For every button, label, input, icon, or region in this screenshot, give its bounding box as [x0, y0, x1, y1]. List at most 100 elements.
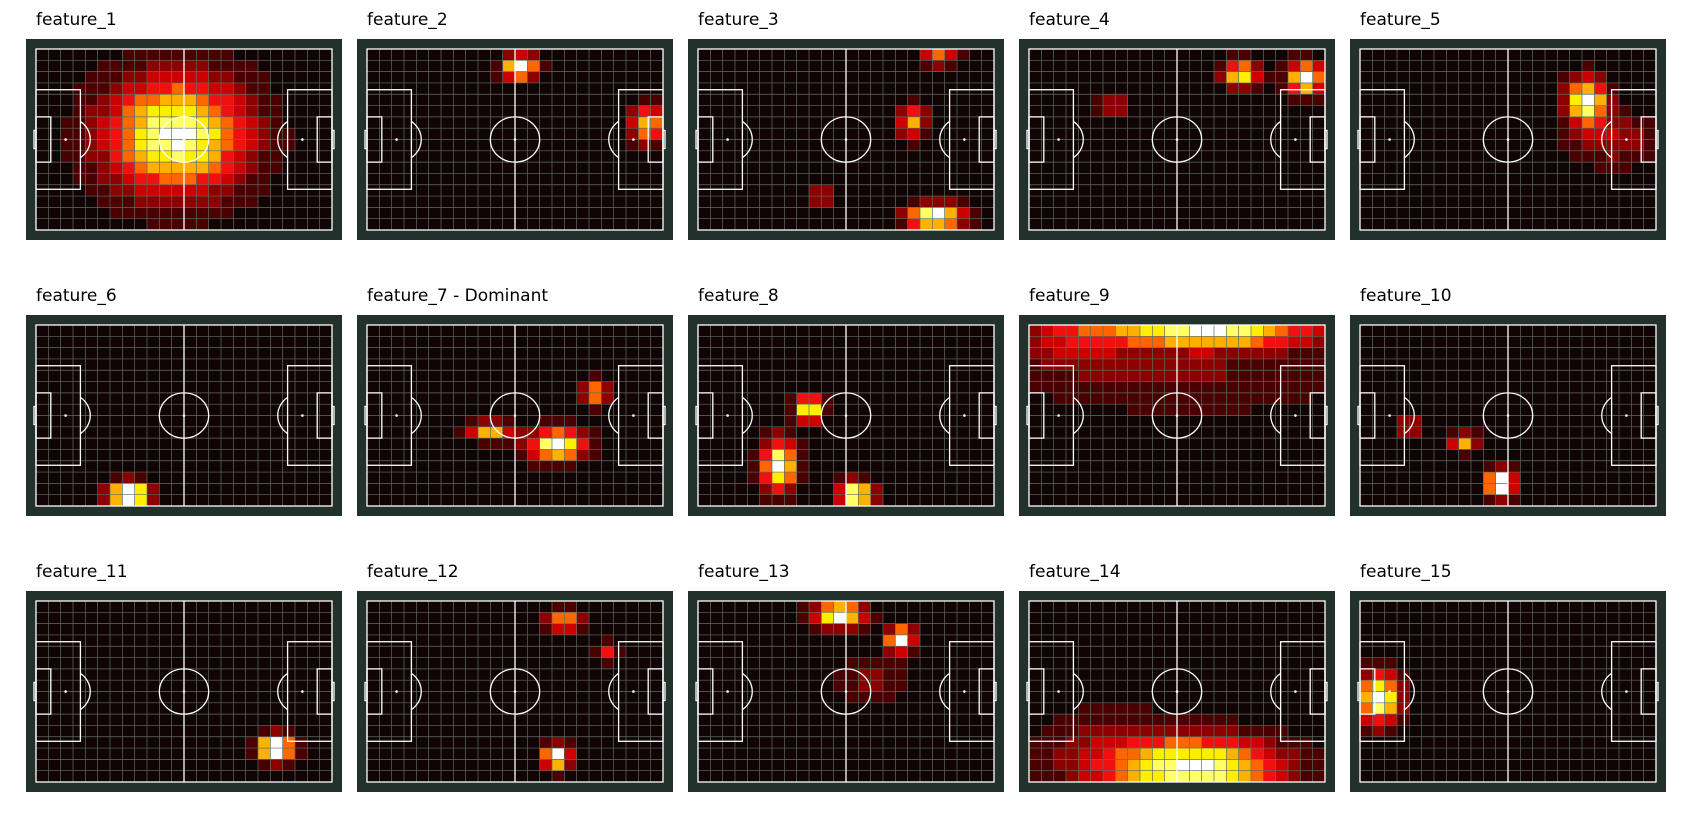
heatmap-bin — [883, 460, 896, 473]
heatmap-bin — [1643, 218, 1656, 230]
heatmap-bin — [1177, 415, 1190, 427]
heatmap-bin — [1115, 426, 1128, 439]
heatmap-bin — [48, 139, 61, 151]
heatmap-bin — [969, 139, 982, 151]
heatmap-bin — [601, 128, 614, 140]
heatmap-bin — [1471, 336, 1484, 348]
heatmap-bin — [1483, 184, 1496, 197]
heatmap-bin — [1508, 415, 1521, 427]
heatmap-bin — [870, 94, 883, 106]
heatmap-bin — [883, 116, 896, 129]
heatmap-bin — [1152, 94, 1165, 106]
heatmap-bin — [270, 415, 283, 427]
heatmap-bin — [270, 116, 283, 129]
heatmap-bin — [196, 702, 209, 715]
heatmap-bin — [796, 646, 809, 658]
heatmap-bin — [1631, 128, 1644, 140]
heatmap-bin — [833, 759, 846, 771]
heatmap-bin — [159, 759, 172, 771]
heatmap-bin — [722, 770, 735, 782]
heatmap-bin — [307, 358, 320, 371]
heatmap-bin — [134, 94, 147, 106]
heatmap-bin — [1214, 336, 1227, 348]
heatmap-bin — [833, 483, 846, 495]
heatmap-bin — [1483, 162, 1496, 174]
heatmap-bin — [1300, 370, 1313, 382]
heatmap-bin — [1164, 494, 1177, 506]
heatmap-bin — [159, 173, 172, 185]
heatmap-bin — [122, 184, 135, 197]
heatmap-bin — [1421, 49, 1434, 61]
heatmap-bin — [1360, 325, 1373, 337]
heatmap-bin — [1409, 94, 1422, 106]
heatmap-bin — [576, 702, 589, 715]
heatmap-bin — [895, 680, 908, 692]
heatmap-bin — [907, 736, 920, 749]
heatmap-bin — [245, 404, 258, 416]
heatmap-bin — [735, 116, 748, 129]
heatmap-bin — [1263, 105, 1276, 117]
heatmap-bin — [1053, 494, 1066, 506]
heatmap-bin — [122, 60, 135, 72]
heatmap-bin — [1103, 128, 1116, 140]
heatmap-bin — [282, 404, 295, 416]
heatmap-bin — [184, 358, 197, 371]
heatmap-bin — [858, 94, 871, 106]
heatmap-bin — [1189, 381, 1202, 393]
heatmap-bin — [576, 105, 589, 117]
heatmap-bin — [428, 49, 441, 61]
heatmap-bin — [1140, 404, 1153, 416]
heatmap-bin — [1582, 184, 1595, 197]
heatmap-bin — [589, 49, 602, 61]
heatmap-bin — [97, 207, 110, 219]
heatmap-bin — [134, 691, 147, 703]
heatmap-bin — [969, 184, 982, 197]
heatmap-bin — [1409, 71, 1422, 83]
heatmap-bin — [1090, 105, 1103, 117]
heatmap-bin — [307, 94, 320, 106]
heatmap-bin — [319, 612, 332, 624]
heatmap-bin — [1066, 218, 1079, 230]
heatmap-bin — [710, 426, 723, 439]
heatmap-bin — [134, 404, 147, 416]
heatmap-bin — [759, 82, 772, 95]
heatmap-bin — [809, 196, 822, 208]
heatmap-bin — [1619, 358, 1632, 371]
heatmap-bin — [258, 196, 271, 208]
heatmap-bin — [1508, 162, 1521, 174]
heatmap-bin — [870, 370, 883, 382]
heatmap-bin — [48, 736, 61, 749]
heatmap-bin — [527, 680, 540, 692]
heatmap-bin — [1201, 184, 1214, 197]
heatmap-bin — [784, 128, 797, 140]
heatmap-bin — [846, 184, 859, 197]
heatmap-bin — [564, 218, 577, 230]
heatmap-bin — [821, 634, 834, 647]
heatmap-bin — [1053, 472, 1066, 484]
heatmap-bin — [404, 460, 417, 473]
heatmap-bin — [36, 162, 49, 174]
heatmap-bin — [1078, 139, 1091, 151]
panel-title: feature_13 — [698, 562, 790, 582]
heatmap-bin — [1557, 82, 1570, 95]
heatmap-bin — [233, 162, 246, 174]
heatmap-bin — [258, 116, 271, 129]
heatmap-bin — [1520, 426, 1533, 439]
heatmap-bin — [821, 347, 834, 359]
heatmap-bin — [221, 150, 234, 163]
heatmap-panel: feature_9 — [1019, 276, 1335, 516]
heatmap-bin — [1397, 392, 1410, 405]
heatmap-bin — [184, 483, 197, 495]
heatmap-bin — [233, 668, 246, 681]
heatmap-bin — [698, 207, 711, 219]
heatmap-bin — [478, 668, 491, 681]
heatmap-bin — [870, 116, 883, 129]
heatmap-bin — [710, 392, 723, 405]
heatmap-bin — [367, 483, 380, 495]
heatmap-bin — [307, 139, 320, 151]
heatmap-bin — [932, 438, 945, 450]
heatmap-bin — [147, 736, 160, 749]
heatmap-bin — [638, 347, 651, 359]
heatmap-bin — [319, 623, 332, 635]
heatmap-bin — [809, 748, 822, 760]
